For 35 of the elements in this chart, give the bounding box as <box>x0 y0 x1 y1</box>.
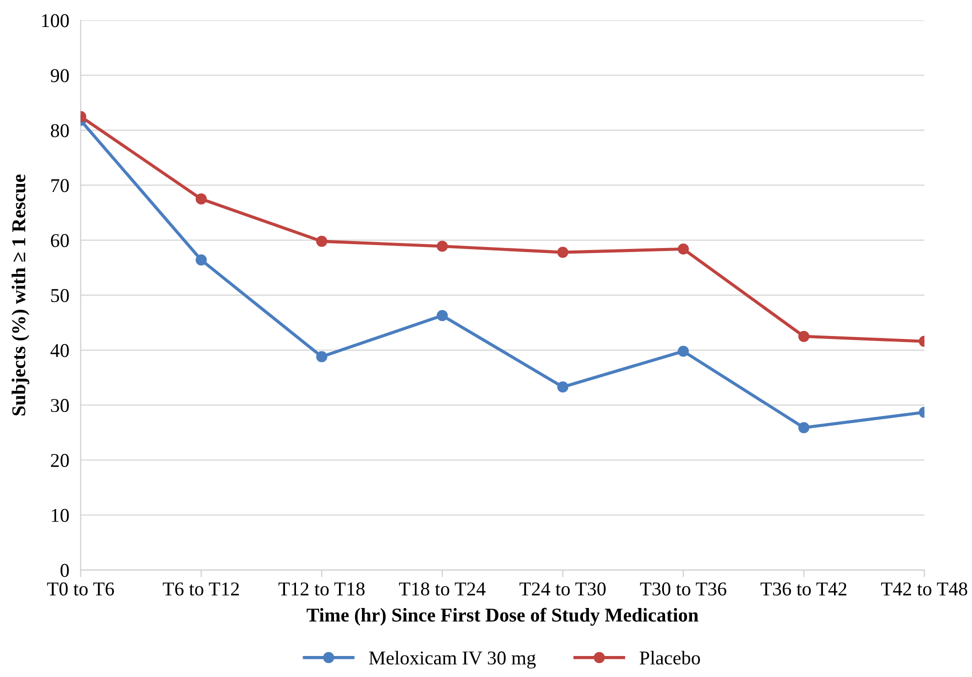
y-tick-label: 30 <box>51 398 69 412</box>
point <box>798 330 810 342</box>
x-tick-label: T30 to T36 <box>640 582 726 596</box>
legend-label: Placebo <box>640 650 700 665</box>
y-tick-label: 10 <box>52 508 69 522</box>
point <box>678 243 689 255</box>
x-tick-label: T24 to T30 <box>520 582 606 596</box>
y-tick-label: 0 <box>60 564 69 577</box>
x-tick-label: T0 to T6 <box>47 582 114 596</box>
x-tick-label: T36 to T42 <box>760 582 846 596</box>
y-tick-label: 100 <box>42 14 69 28</box>
point <box>557 246 568 258</box>
x-tick-label: T18 to T24 <box>399 582 486 596</box>
point <box>196 254 207 266</box>
y-tick-label: 90 <box>50 69 69 82</box>
y-tick-label: 40 <box>50 344 69 358</box>
point <box>316 351 328 362</box>
point <box>798 422 810 434</box>
y-tick-label: 80 <box>50 124 69 138</box>
point <box>316 236 328 247</box>
y-tick-label: 20 <box>50 454 69 468</box>
x-tick-label: T12 to T18 <box>278 582 365 596</box>
x-tick-label: T42 to T48 <box>881 582 968 596</box>
point <box>436 310 448 322</box>
x-tick-label: T6 to T12 <box>162 582 239 596</box>
point <box>678 346 689 357</box>
y-tick-label: 50 <box>51 288 69 302</box>
y-axis-title: Subjects (%) with ≥ 1 Rescue <box>12 174 30 416</box>
point <box>557 381 568 393</box>
legend-label: Meloxicam IV 30 mg <box>369 650 536 669</box>
x-axis-title: Time (hr) Since First Dose of Study Medication <box>306 608 698 626</box>
y-tick-label: 60 <box>50 234 69 248</box>
y-tick-label: 70 <box>51 179 69 192</box>
point <box>436 240 448 252</box>
point <box>196 193 207 205</box>
